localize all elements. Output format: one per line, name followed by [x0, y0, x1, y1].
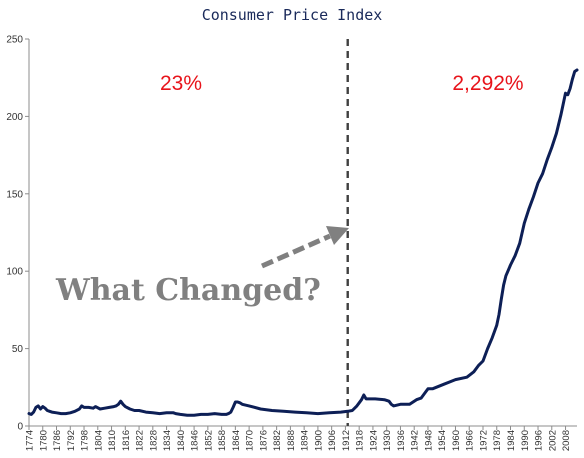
x-tick-label: 1960 [451, 430, 462, 451]
x-tick-label: 1972 [478, 430, 489, 451]
x-tick-label: 1828 [148, 430, 159, 451]
x-axis: 1774 1780 1786 1792 1798 1804 1810 1816 1822 1828… [25, 425, 577, 451]
x-tick-label: 1846 [190, 430, 201, 451]
y-tick-label: 50 [12, 344, 24, 355]
x-tick-label: 1996 [534, 430, 545, 451]
y-axis: 0 50 100 150 200 250 [6, 35, 30, 433]
x-tick-label: 1834 [162, 430, 173, 451]
x-tick-label: 2008 [561, 430, 572, 451]
x-tick-label: 1948 [423, 430, 434, 451]
y-tick-label: 150 [6, 189, 23, 200]
x-tick-label: 1942 [410, 430, 421, 451]
x-tick-label: 1858 [217, 430, 228, 451]
arrow-annotation [260, 226, 349, 269]
annotation-right-change: 2,292% [452, 72, 523, 95]
x-tick-label: 1840 [176, 430, 187, 451]
x-tick-label: 1792 [66, 430, 77, 451]
arrow-head-icon [326, 226, 349, 245]
x-tick-label: 2002 [547, 430, 558, 451]
y-tick-label: 100 [6, 267, 23, 278]
x-tick-label: 1888 [286, 430, 297, 451]
x-tick-label: 1930 [382, 430, 393, 451]
x-tick-label: 1900 [313, 430, 324, 451]
x-tick-label: 1978 [492, 430, 503, 451]
x-tick-label: 1810 [107, 430, 118, 451]
annotation-left-change: 23% [160, 72, 202, 95]
x-tick-label: 1990 [520, 430, 531, 451]
series-line-cpi [27, 68, 579, 417]
x-tick-label: 1936 [396, 430, 407, 451]
x-tick-label: 1882 [272, 430, 283, 451]
x-tick-label: 1894 [300, 430, 311, 451]
x-tick-label: 1906 [327, 430, 338, 451]
x-tick-label: 1870 [245, 430, 256, 451]
x-tick-label: 1822 [135, 430, 146, 451]
x-tick-label: 1876 [258, 430, 269, 451]
x-tick-label: 1954 [437, 430, 448, 451]
x-tick-label: 1924 [368, 430, 379, 451]
x-tick-label: 1852 [203, 430, 214, 451]
x-tick-label: 1912 [341, 430, 352, 451]
y-tick-label: 200 [6, 112, 23, 123]
annotation-question: What Changed? [55, 273, 321, 308]
y-tick-label: 0 [17, 422, 23, 433]
x-tick-label: 1774 [25, 430, 36, 451]
x-tick-label: 1984 [506, 430, 517, 451]
x-tick-label: 1780 [38, 430, 49, 451]
x-tick-label: 1816 [121, 430, 132, 451]
chart-title: Consumer Price Index [202, 6, 383, 24]
x-tick-label: 1864 [231, 430, 242, 451]
x-tick-label: 1918 [355, 430, 366, 451]
x-tick-label: 1966 [465, 430, 476, 451]
x-tick-label: 1786 [52, 430, 63, 451]
x-tick-label: 1798 [80, 430, 91, 451]
y-tick-label: 250 [6, 35, 23, 46]
x-tick-label: 1804 [93, 430, 104, 451]
arrow-shaft [260, 233, 332, 269]
